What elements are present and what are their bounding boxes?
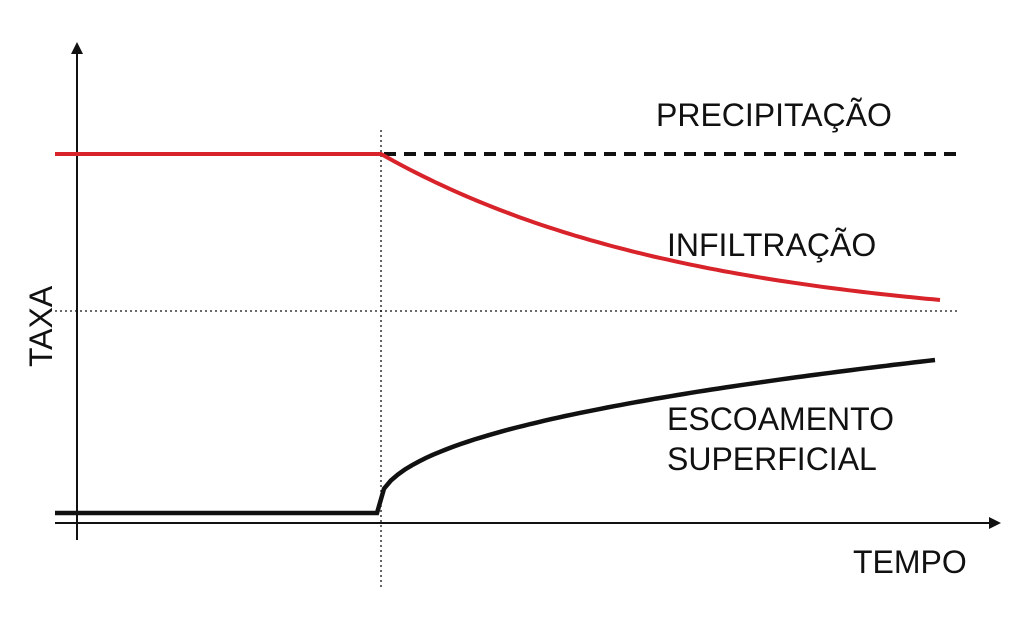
infiltration-label: INFILTRAÇÃO [667,227,876,263]
y-axis-label: TAXA [23,285,59,367]
runoff-label-line1: ESCOAMENTO [667,401,894,437]
runoff-label-line2: SUPERFICIAL [667,441,877,477]
runoff-curve [55,357,936,516]
x-axis-label: TEMPO [853,544,967,580]
precipitation-label: PRECIPITAÇÃO [656,97,892,133]
infiltration-curve [55,152,941,302]
